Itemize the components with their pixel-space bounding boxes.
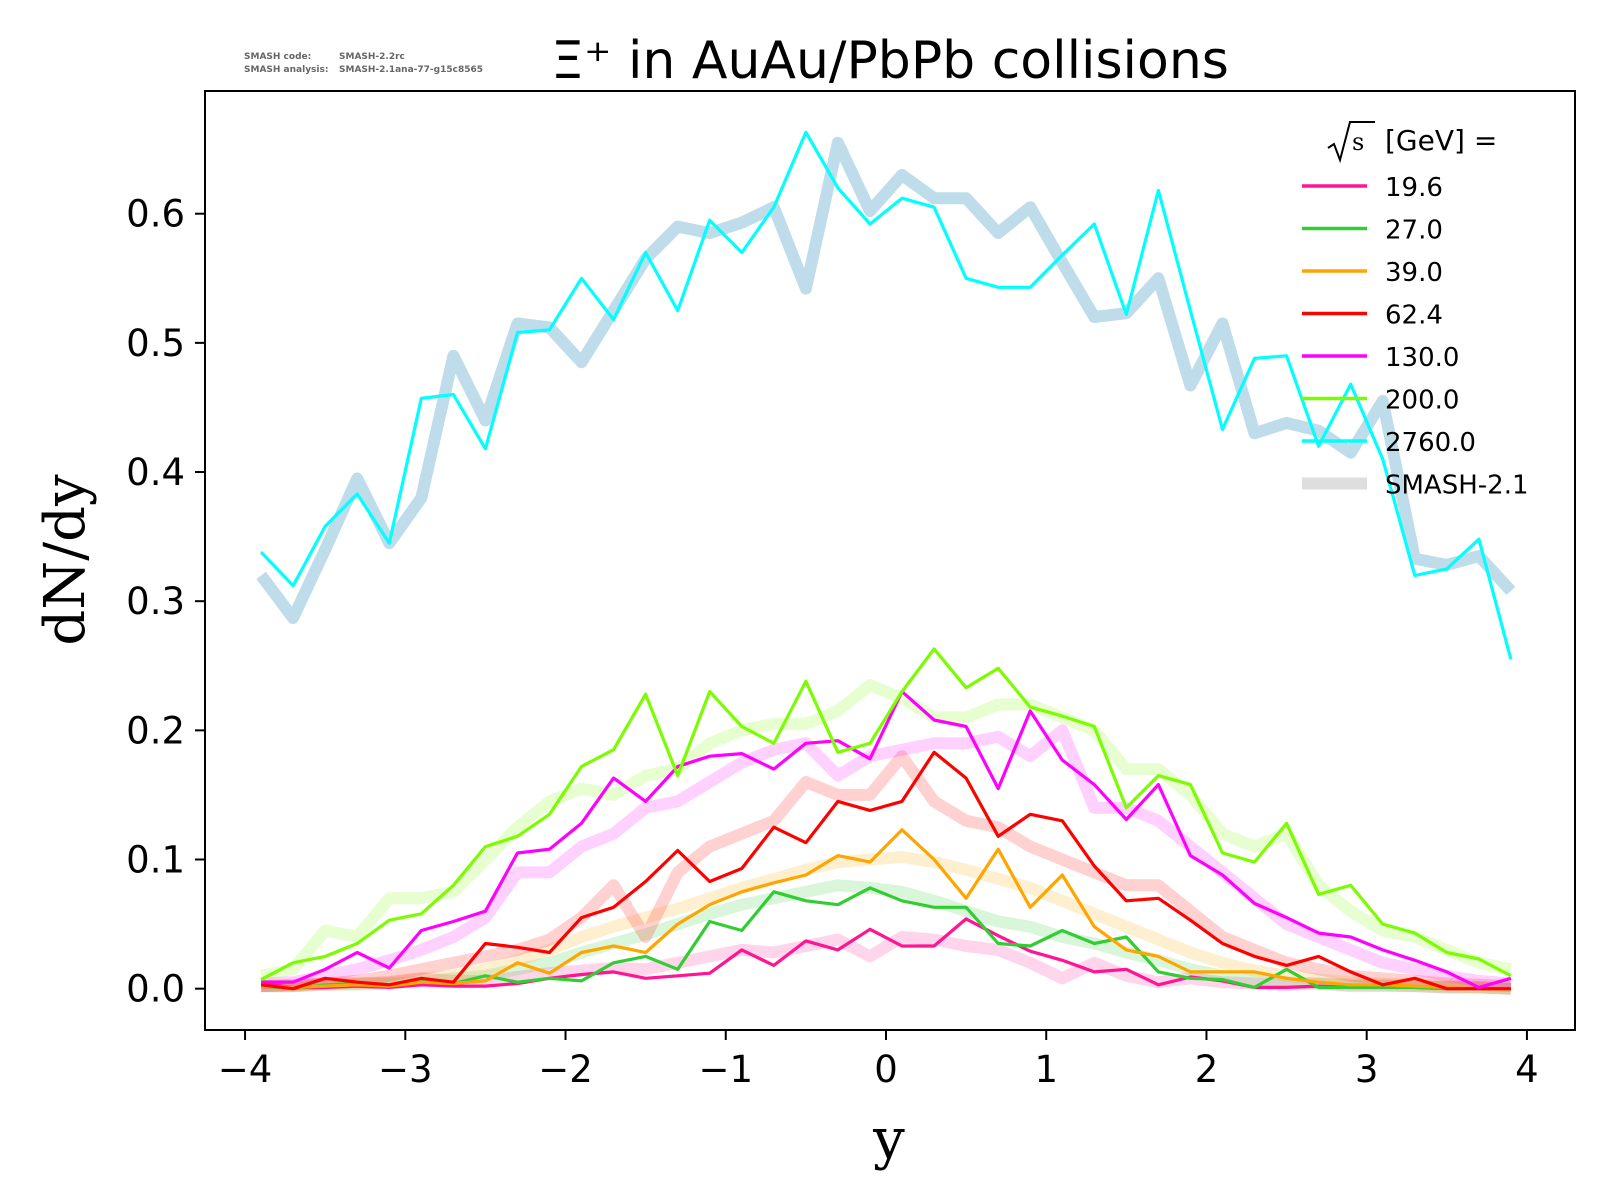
chart-title: Ξ⁺ in AuAu/PbPb collisions bbox=[551, 31, 1229, 91]
series-line-2760.0 bbox=[259, 130, 1513, 660]
series-line-130.0 bbox=[261, 689, 1512, 990]
series-line-19.6 bbox=[260, 917, 1511, 991]
y-tick-label-1: 0.1 bbox=[126, 839, 185, 882]
legend-label-4: 130.0 bbox=[1385, 343, 1459, 373]
reference-line-6 bbox=[256, 136, 1516, 624]
y-tick-label-6: 0.6 bbox=[126, 193, 185, 236]
legend-title: [GeV] = bbox=[1385, 124, 1497, 157]
series-lines bbox=[259, 130, 1513, 991]
y-tick-label-3: 0.3 bbox=[126, 580, 185, 623]
legend-label-7: SMASH-2.1 bbox=[1385, 471, 1529, 501]
legend-label-0: 19.6 bbox=[1385, 173, 1443, 203]
series-line-27.0 bbox=[260, 886, 1511, 991]
version-analysis-label: SMASH analysis: bbox=[244, 65, 328, 75]
x-tick-label-5: 1 bbox=[1034, 1048, 1058, 1091]
legend: s [GeV] = 19.6 27.0 39.0 62.4 130.0 200.0 2760… bbox=[1302, 121, 1529, 501]
x-tick-label-6: 2 bbox=[1195, 1048, 1219, 1091]
legend-label-2: 39.0 bbox=[1385, 258, 1443, 288]
x-axis-title: y bbox=[872, 1107, 905, 1172]
plot-frame bbox=[204, 90, 1576, 1031]
y-axis-title: dN/dy bbox=[33, 474, 98, 646]
x-tick-label-2: −2 bbox=[538, 1048, 593, 1091]
sqrt-s-variable: s bbox=[1352, 128, 1364, 156]
y-tick-label-5: 0.5 bbox=[126, 322, 185, 365]
series-line-39.0 bbox=[261, 828, 1511, 991]
axis-ticks: −4 −3 −2 −1 0 1 2 3 4 0.0 0.1 0.2 0.3 0.4 0.5 0.6 bbox=[126, 193, 1539, 1091]
version-analysis-value: SMASH-2.1ana-77-g15c8565 bbox=[339, 65, 483, 75]
y-tick-label-4: 0.4 bbox=[126, 451, 185, 494]
legend-label-1: 27.0 bbox=[1385, 216, 1443, 246]
x-tick-label-7: 3 bbox=[1355, 1048, 1379, 1091]
version-code-value: SMASH-2.2rc bbox=[339, 52, 405, 62]
reference-line-3 bbox=[260, 750, 1512, 993]
series-line-200.0 bbox=[260, 647, 1512, 982]
series-line-62.4 bbox=[260, 750, 1511, 991]
legend-label-5: 200.0 bbox=[1385, 386, 1459, 416]
y-tick-label-2: 0.2 bbox=[126, 709, 185, 752]
legend-label-3: 62.4 bbox=[1385, 301, 1443, 331]
x-tick-label-8: 4 bbox=[1515, 1048, 1539, 1091]
x-tick-label-4: 0 bbox=[874, 1048, 898, 1091]
sqrt-s-symbol: s bbox=[1327, 121, 1375, 164]
legend-label-6: 2760.0 bbox=[1385, 428, 1476, 458]
version-code-label: SMASH code: bbox=[244, 52, 311, 62]
reference-line-1 bbox=[261, 879, 1512, 995]
reference-line-4 bbox=[260, 724, 1512, 990]
x-tick-label-0: −4 bbox=[218, 1048, 273, 1091]
y-tick-label-0: 0.0 bbox=[126, 968, 185, 1011]
x-tick-label-3: −1 bbox=[698, 1048, 753, 1091]
x-tick-label-1: −3 bbox=[378, 1048, 433, 1091]
